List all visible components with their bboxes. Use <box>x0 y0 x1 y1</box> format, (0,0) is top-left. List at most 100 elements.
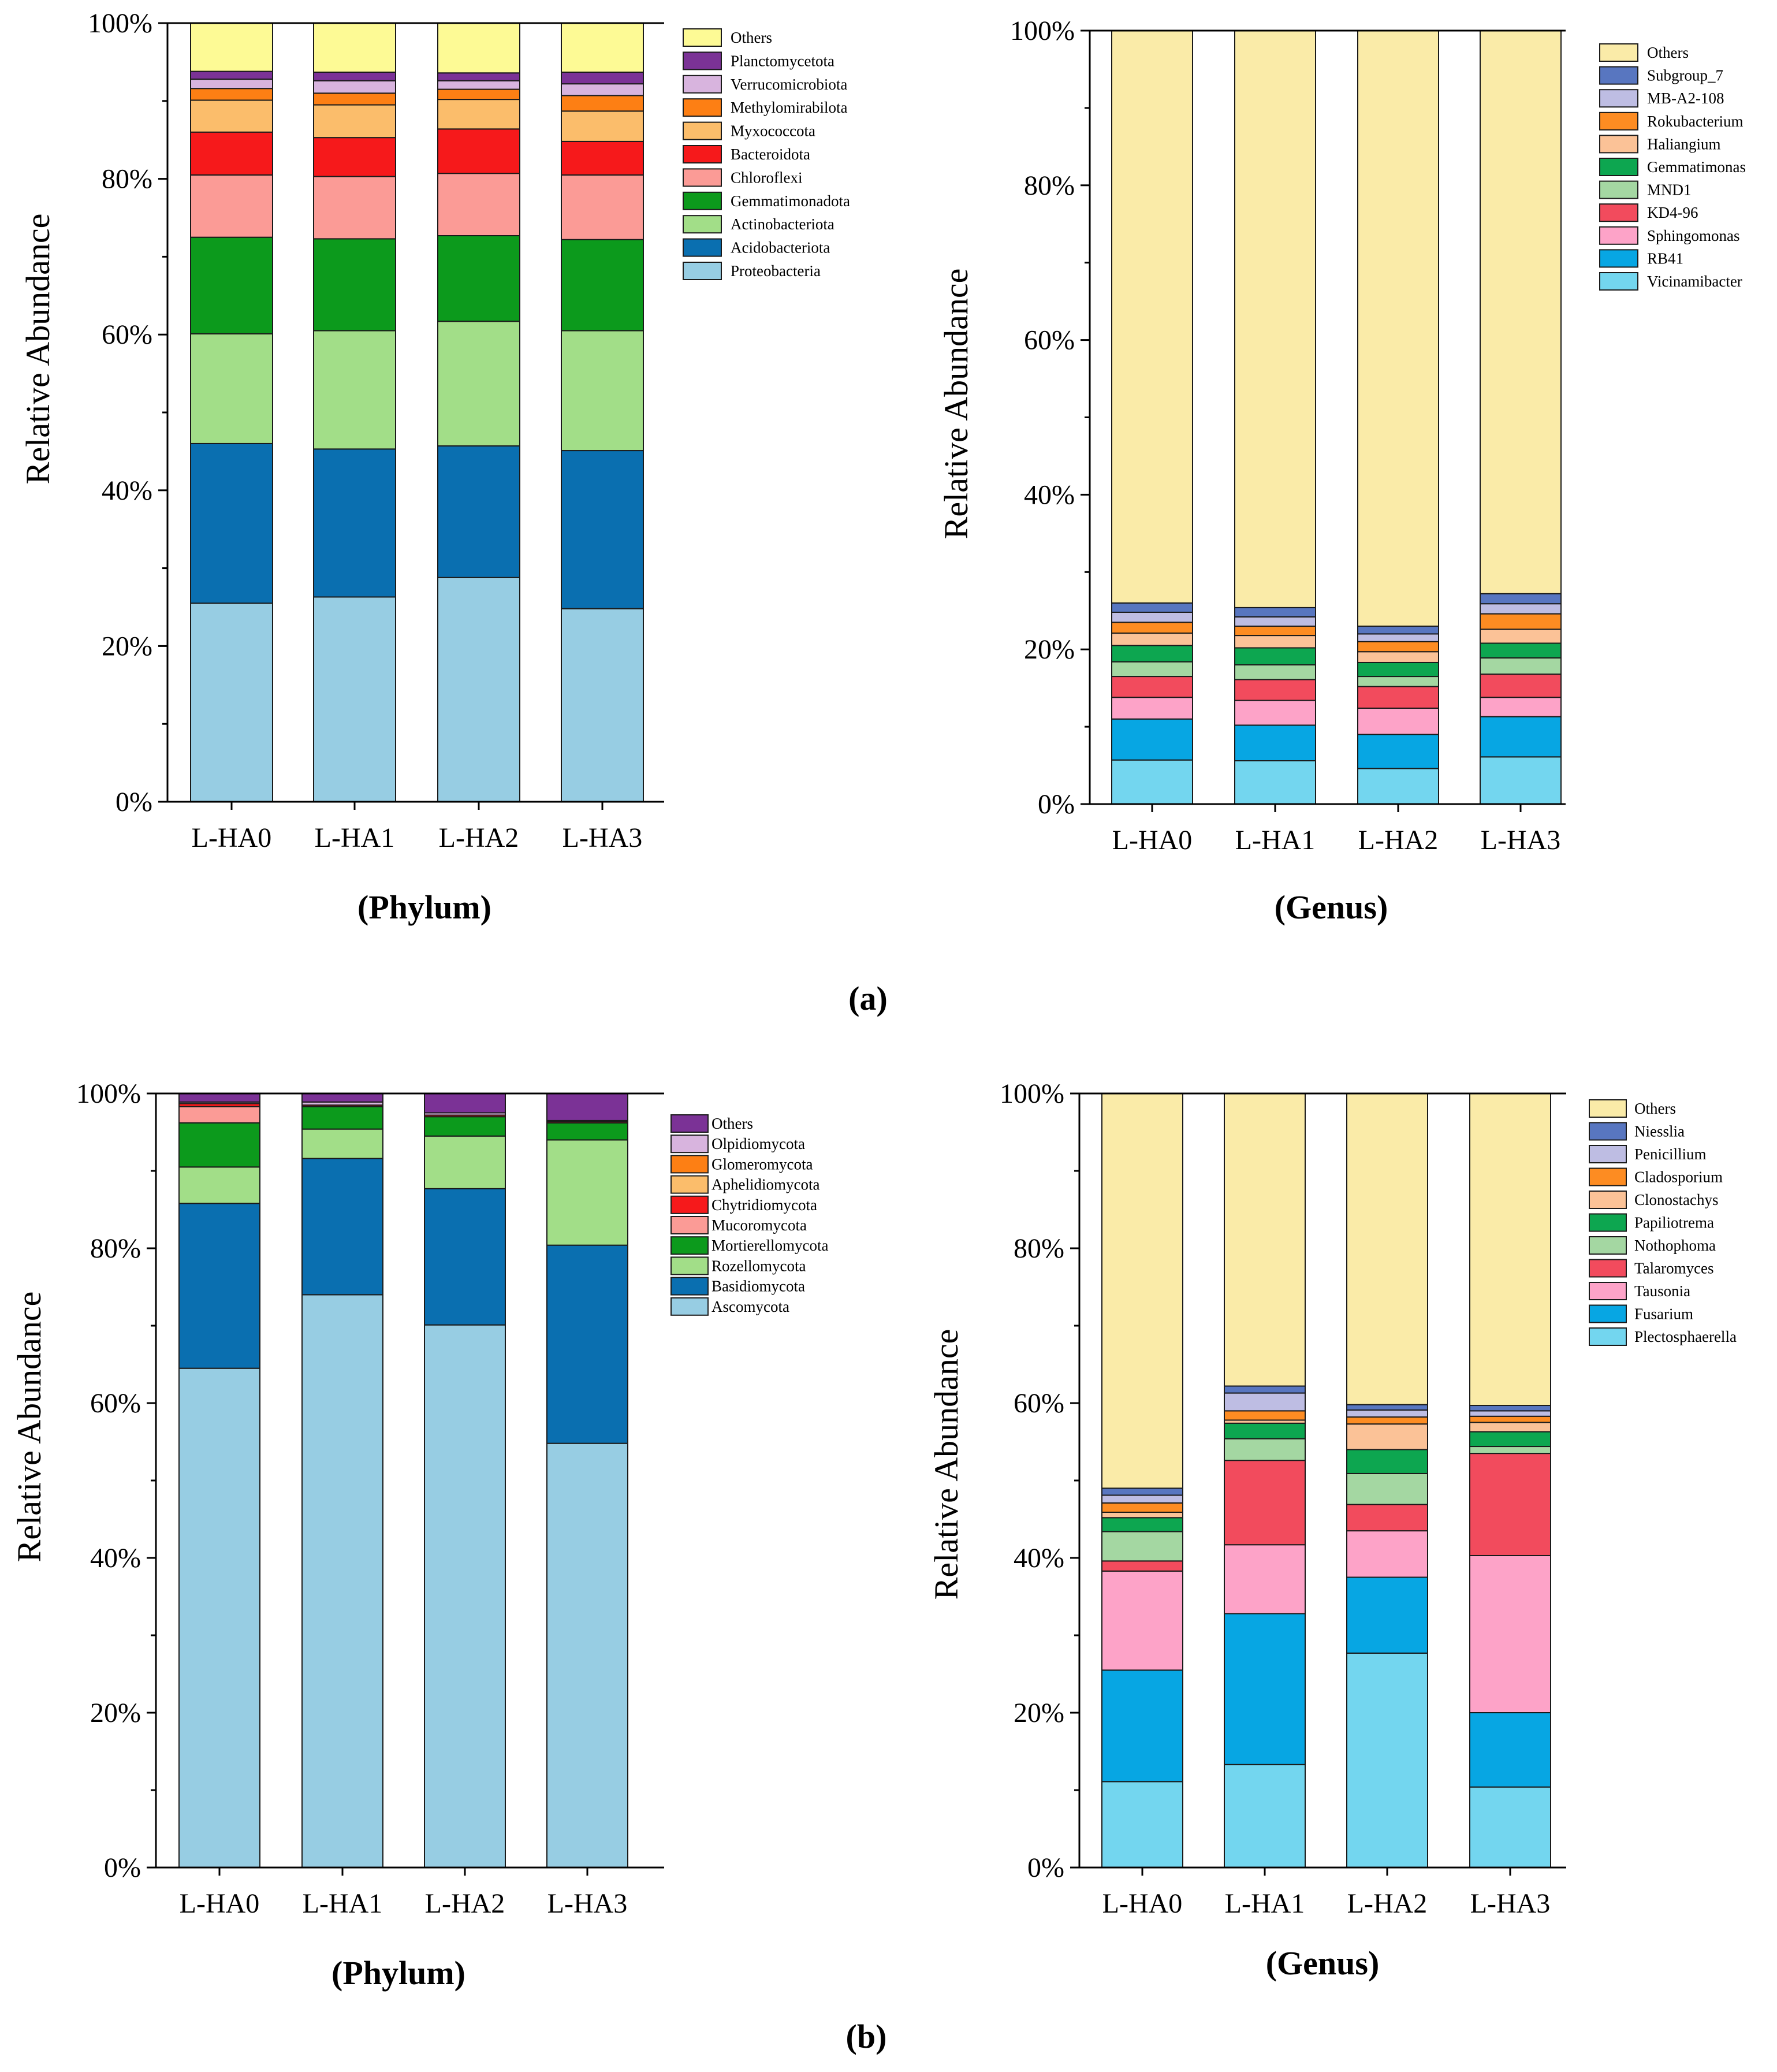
legend-item-rozellomycota: Rozellomycota <box>670 1256 806 1275</box>
y-tick-label: 60% <box>1024 325 1075 356</box>
bar-segment-rokubacterium-l-ha1 <box>1234 626 1316 637</box>
bar-segment-others-l-ha1 <box>313 23 396 73</box>
bar-segment-bacteroidota-l-ha3 <box>561 140 644 176</box>
y-tick-label: 80% <box>102 164 152 195</box>
bar-segment-fusarium-l-ha0 <box>1101 1669 1183 1783</box>
legend-swatch <box>670 1175 709 1194</box>
x-axis-label: (Genus) <box>1275 888 1388 926</box>
legend-item-gemmatimonadota: Gemmatimonadota <box>683 191 850 210</box>
bar-segment-others-l-ha1 <box>1234 30 1316 608</box>
bar-segment-tausonia-l-ha0 <box>1101 1570 1183 1671</box>
bar-segment-rozellomycota-l-ha1 <box>301 1128 383 1159</box>
y-tick-label: 60% <box>1014 1388 1064 1419</box>
legend-swatch <box>1599 89 1638 108</box>
legend-label: Subgroup_7 <box>1647 67 1723 84</box>
bar-segment-sphingomonas-l-ha1 <box>1234 700 1316 726</box>
legend-label: Rozellomycota <box>711 1257 806 1274</box>
bar-segment-cladosporium-l-ha2 <box>1346 1416 1428 1425</box>
legend-item-mucoromycota: Mucoromycota <box>670 1216 807 1234</box>
bar-segment-haliangium-l-ha1 <box>1234 635 1316 649</box>
legend-label: Papiliotrema <box>1634 1214 1714 1232</box>
legend-item-bacteroidota: Bacteroidota <box>683 145 810 163</box>
legend-item-fusarium: Fusarium <box>1589 1304 1693 1323</box>
legend-item-chloroflexi: Chloroflexi <box>683 168 802 187</box>
legend-label: Bacteroidota <box>731 146 810 163</box>
legend-item-rb41: RB41 <box>1599 249 1683 268</box>
bar-segment-vicinamibacter-l-ha1 <box>1234 760 1316 805</box>
legend-item-aphelidiomycota: Aphelidiomycota <box>670 1175 819 1194</box>
legend-label: Acidobacteriota <box>731 239 830 256</box>
bar-segment-talaromyces-l-ha2 <box>1346 1504 1428 1532</box>
x-tick-label: L-HA0 <box>180 1888 260 1919</box>
legend-swatch <box>683 121 722 140</box>
legend-swatch <box>1589 1304 1627 1323</box>
legend-swatch <box>683 75 722 94</box>
bar-segment-fusarium-l-ha3 <box>1469 1712 1551 1788</box>
bar-segment-rb41-l-ha0 <box>1111 718 1193 761</box>
bar-segment-ascomycota-l-ha2 <box>424 1324 506 1868</box>
bar-segment-others-l-ha2 <box>437 23 520 74</box>
legend-swatch <box>683 98 722 117</box>
legend-label: Nothophoma <box>1634 1237 1716 1254</box>
bar-segment-myxococcota-l-ha3 <box>561 110 644 142</box>
legend-label: Plectosphaerella <box>1634 1328 1737 1345</box>
bar-segment-haliangium-l-ha0 <box>1111 633 1193 646</box>
bar-segment-verrucomicrobiota-l-ha3 <box>561 83 644 96</box>
bar-segment-others-l-ha3 <box>1469 1093 1551 1407</box>
legend-label: Niesslia <box>1634 1123 1685 1140</box>
y-tick-label: 100% <box>88 8 152 39</box>
legend-swatch <box>683 191 722 210</box>
bar-segment-mucoromycota-l-ha0 <box>178 1106 260 1124</box>
legend-label: Others <box>1634 1100 1676 1117</box>
bar-segment-myxococcota-l-ha0 <box>190 99 273 133</box>
legend-swatch <box>683 51 722 70</box>
legend-label: Gemmatimonas <box>1647 158 1746 176</box>
x-tick-label: L-HA0 <box>192 823 272 853</box>
legend-swatch <box>670 1256 709 1275</box>
bar-segment-plectosphaerella-l-ha0 <box>1101 1781 1183 1869</box>
bar-segment-proteobacteria-l-ha1 <box>313 596 396 802</box>
bar-segment-others-l-ha2 <box>1357 30 1439 627</box>
legend-label: Sphingomonas <box>1647 227 1740 244</box>
legend-label: MND1 <box>1647 181 1692 199</box>
bar-segment-gemmatimonas-l-ha2 <box>1357 661 1439 678</box>
x-tick-label: L-HA2 <box>425 1888 505 1919</box>
bar-segment-papiliotrema-l-ha3 <box>1469 1431 1551 1448</box>
panel-label-b: (b) <box>846 2018 887 2055</box>
legend-label: Others <box>711 1115 753 1132</box>
legend-swatch <box>1599 272 1638 291</box>
chart-a-phylum: 0%20%40%60%80%100% L-HA0 L-HA1 L-HA2 L-HA3 … <box>19 8 850 926</box>
legend: Others Subgroup_7 MB-A2-108 Rokubacterium Ha… <box>1599 43 1746 291</box>
bar-segment-rokubacterium-l-ha0 <box>1111 622 1193 634</box>
x-categories: L-HA0 L-HA1 L-HA2 L-HA3 <box>1102 1868 1550 1919</box>
legend-swatch <box>1599 226 1638 245</box>
legend-label: Aphelidiomycota <box>711 1176 819 1193</box>
legend-swatch <box>683 145 722 163</box>
legend-item-verrucomicrobiota: Verrucomicrobiota <box>683 75 847 94</box>
bar-segment-tausonia-l-ha3 <box>1469 1554 1551 1713</box>
bar-segment-gemmatimonadota-l-ha0 <box>190 236 273 334</box>
legend-label: Clonostachys <box>1634 1191 1719 1208</box>
legend-item-cladosporium: Cladosporium <box>1589 1167 1723 1186</box>
bar-segment-kd4-96-l-ha0 <box>1111 676 1193 698</box>
legend-item-actinobacteriota: Actinobacteriota <box>683 215 835 234</box>
y-tick-label: 40% <box>90 1543 141 1573</box>
bar-segment-others-l-ha0 <box>190 23 273 72</box>
x-tick-label: L-HA3 <box>1481 825 1561 855</box>
bar-segment-rokubacterium-l-ha2 <box>1357 641 1439 653</box>
legend-item-others: Others <box>683 28 772 47</box>
legend-swatch <box>1589 1191 1627 1209</box>
legend-label: Methylomirabilota <box>731 99 847 116</box>
x-categories: L-HA0 L-HA1 L-HA2 L-HA3 <box>180 1868 627 1919</box>
legend-label: Others <box>1647 44 1689 61</box>
bar-segment-acidobacteriota-l-ha1 <box>313 448 396 598</box>
bar-segment-planctomycetota-l-ha3 <box>561 71 644 85</box>
bar-segment-clonostachys-l-ha2 <box>1346 1423 1428 1450</box>
legend-label: Verrucomicrobiota <box>731 76 847 93</box>
legend-swatch <box>1589 1259 1627 1278</box>
legend-label: Haliangium <box>1647 135 1720 152</box>
y-tick-label: 0% <box>1027 1852 1064 1883</box>
y-tick-label: 0% <box>1038 789 1075 820</box>
legend-item-glomeromycota: Glomeromycota <box>670 1155 813 1174</box>
bar-segment-gemmatimonas-l-ha3 <box>1480 642 1562 659</box>
